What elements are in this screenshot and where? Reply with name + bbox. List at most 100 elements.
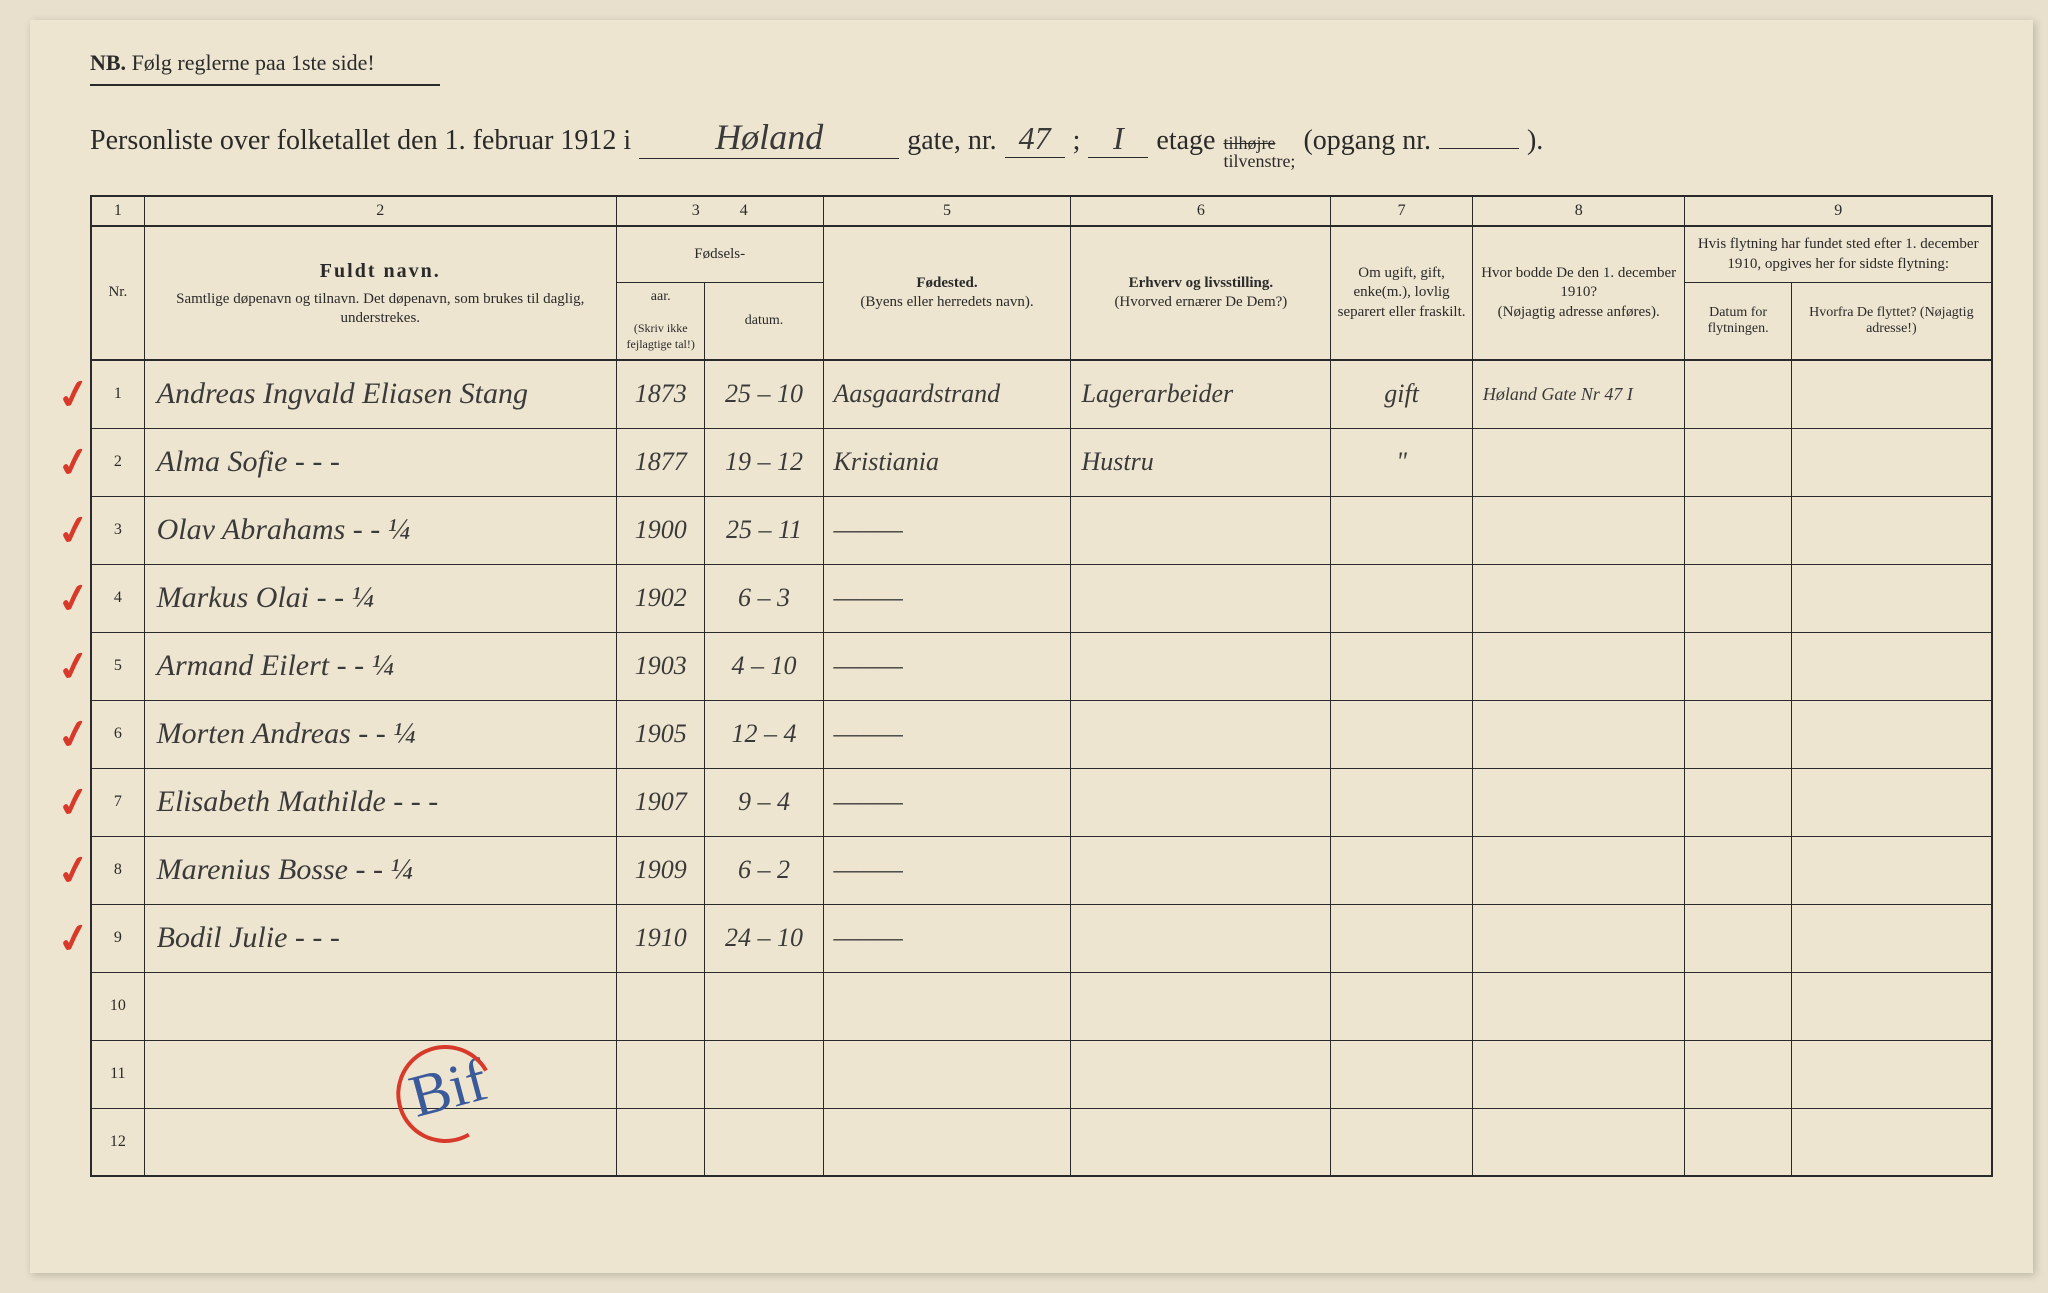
- hdr-place-sub: (Byens eller herredets navn).: [860, 294, 1033, 310]
- cell-place: ———: [823, 700, 1071, 768]
- cell-name: Morten Andreas - - ¼: [144, 700, 616, 768]
- table-row: ✓7Elisabeth Mathilde - - -19079 – 4———: [91, 768, 1992, 836]
- cell-moved-from: [1791, 496, 1992, 564]
- cell-place: ———: [823, 768, 1071, 836]
- column-number-row: 1 2 3 4 5 6 7 8 9: [91, 196, 1992, 226]
- cell-status: [1331, 768, 1473, 836]
- hdr-moved-main: Hvis flytning har fundet sted efter 1. d…: [1685, 226, 1992, 283]
- semicolon: ;: [1073, 125, 1081, 157]
- table-row: ✓3Olav Abrahams - - ¼190025 – 11———: [91, 496, 1992, 564]
- cell-nr: ✓5: [91, 632, 144, 700]
- hdr-occ-sub: (Hvorved ernærer De Dem?): [1114, 294, 1287, 310]
- colnum-1: 1: [91, 196, 144, 226]
- cell-moved-date: [1685, 972, 1791, 1040]
- census-page: NB. Følg reglerne paa 1ste side! Personl…: [30, 20, 2033, 1273]
- cell-moved-date: [1685, 632, 1791, 700]
- cell-address: [1472, 972, 1685, 1040]
- cell-moved-from: [1791, 428, 1992, 496]
- cell-place: ———: [823, 564, 1071, 632]
- cell-name: Alma Sofie - - -: [144, 428, 616, 496]
- cell-date: 25 – 10: [705, 360, 823, 428]
- hdr-moved-date: Datum for flytningen.: [1685, 283, 1791, 361]
- cell-date: [705, 1108, 823, 1176]
- cell-nr: 10: [91, 972, 144, 1040]
- cell-status: [1331, 564, 1473, 632]
- checkmark-icon: ✓: [53, 572, 94, 624]
- cell-place: [823, 1040, 1071, 1108]
- cell-moved-date: [1685, 496, 1791, 564]
- cell-moved-date: [1685, 700, 1791, 768]
- cell-name: Elisabeth Mathilde - - -: [144, 768, 616, 836]
- cell-occupation: [1071, 632, 1331, 700]
- cell-moved-from: [1791, 564, 1992, 632]
- etage-val: I: [1088, 120, 1148, 158]
- hdr-place: Fødested. (Byens eller herredets navn).: [823, 226, 1071, 360]
- cell-year: 1907: [616, 768, 705, 836]
- cell-moved-date: [1685, 1108, 1791, 1176]
- cell-date: 25 – 11: [705, 496, 823, 564]
- cell-address: [1472, 836, 1685, 904]
- cell-nr: ✓7: [91, 768, 144, 836]
- table-row: ✓8Marenius Bosse - - ¼19096 – 2———: [91, 836, 1992, 904]
- cell-place: ———: [823, 496, 1071, 564]
- hdr-date: datum.: [705, 283, 823, 361]
- cell-moved-date: [1685, 428, 1791, 496]
- cell-nr: ✓2: [91, 428, 144, 496]
- cell-moved-from: [1791, 904, 1992, 972]
- cell-occupation: [1071, 836, 1331, 904]
- title-line: Personliste over folketallet den 1. febr…: [90, 116, 1993, 170]
- hdr-name-main: Fuldt navn.: [151, 258, 610, 284]
- cell-status: [1331, 972, 1473, 1040]
- cell-address: [1472, 564, 1685, 632]
- cell-moved-date: [1685, 836, 1791, 904]
- cell-nr: ✓9: [91, 904, 144, 972]
- cell-occupation: [1071, 496, 1331, 564]
- cell-status: [1331, 904, 1473, 972]
- street-name: Høland: [639, 116, 899, 159]
- checkmark-icon: ✓: [53, 504, 94, 556]
- hdr-place-main: Fødested.: [916, 275, 977, 291]
- cell-moved-from: [1791, 360, 1992, 428]
- colnum-6: 6: [1071, 196, 1331, 226]
- nb-prefix: NB.: [90, 50, 126, 75]
- cell-occupation: [1071, 904, 1331, 972]
- cell-nr: 12: [91, 1108, 144, 1176]
- cell-place: ———: [823, 836, 1071, 904]
- cell-moved-from: [1791, 972, 1992, 1040]
- cell-moved-from: [1791, 632, 1992, 700]
- cell-status: [1331, 1108, 1473, 1176]
- nb-underline: [90, 84, 440, 86]
- cell-status: gift: [1331, 360, 1473, 428]
- cell-occupation: [1071, 972, 1331, 1040]
- gate-label: gate, nr.: [907, 125, 996, 157]
- cell-year: 1903: [616, 632, 705, 700]
- cell-date: [705, 1040, 823, 1108]
- cell-name: Andreas Ingvald Eliasen Stang: [144, 360, 616, 428]
- cell-nr: ✓8: [91, 836, 144, 904]
- etage-label: etage: [1156, 125, 1215, 157]
- table-body: ✓1Andreas Ingvald Eliasen Stang187325 – …: [91, 360, 1992, 1176]
- opgang-label: (opgang nr.: [1303, 125, 1431, 157]
- cell-moved-from: [1791, 1040, 1992, 1108]
- table-row: 10: [91, 972, 1992, 1040]
- cell-address: Høland Gate Nr 47 I: [1472, 360, 1685, 428]
- cell-address: [1472, 1040, 1685, 1108]
- table-row: ✓5Armand Eilert - - ¼19034 – 10———: [91, 632, 1992, 700]
- cell-place: Kristiania: [823, 428, 1071, 496]
- hdr-addr-main: Hvor bodde De den 1. december 1910?: [1481, 265, 1676, 301]
- colnum-7: 7: [1331, 196, 1473, 226]
- cell-occupation: [1071, 564, 1331, 632]
- cell-name: Armand Eilert - - ¼: [144, 632, 616, 700]
- cell-nr: ✓4: [91, 564, 144, 632]
- cell-moved-date: [1685, 360, 1791, 428]
- cell-moved-from: [1791, 700, 1992, 768]
- cell-moved-from: [1791, 836, 1992, 904]
- cell-name: [144, 1108, 616, 1176]
- nb-text: Følg reglerne paa 1ste side!: [132, 50, 375, 75]
- cell-year: [616, 972, 705, 1040]
- cell-occupation: [1071, 700, 1331, 768]
- cell-name: Bodil Julie - - -: [144, 904, 616, 972]
- cell-occupation: [1071, 1040, 1331, 1108]
- census-table: 1 2 3 4 5 6 7 8 9 Nr. Fuldt navn. Samtli…: [90, 195, 1993, 1177]
- cell-nr: 11: [91, 1040, 144, 1108]
